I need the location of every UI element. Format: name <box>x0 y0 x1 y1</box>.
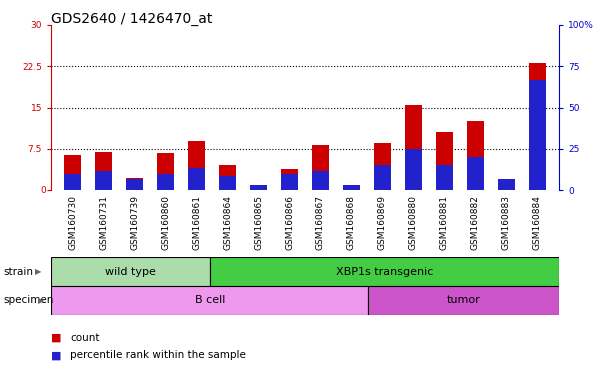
Bar <box>281 174 298 190</box>
Bar <box>374 165 391 190</box>
Bar <box>436 165 453 190</box>
Text: ■: ■ <box>51 333 61 343</box>
Bar <box>126 179 143 190</box>
Text: count: count <box>70 333 100 343</box>
Bar <box>467 157 484 190</box>
Text: GSM160881: GSM160881 <box>440 195 449 250</box>
Bar <box>126 178 143 190</box>
Text: GSM160861: GSM160861 <box>192 195 201 250</box>
Text: XBP1s transgenic: XBP1s transgenic <box>336 266 433 277</box>
Bar <box>95 152 112 190</box>
Text: wild type: wild type <box>105 266 156 277</box>
Text: GSM160865: GSM160865 <box>254 195 263 250</box>
Text: GSM160730: GSM160730 <box>69 195 78 250</box>
Bar <box>529 63 546 190</box>
Bar <box>157 174 174 190</box>
Bar <box>343 188 360 190</box>
Text: GSM160883: GSM160883 <box>502 195 511 250</box>
Text: GSM160867: GSM160867 <box>316 195 325 250</box>
Text: GSM160882: GSM160882 <box>471 195 480 250</box>
Text: strain: strain <box>3 266 33 277</box>
Bar <box>95 171 112 190</box>
Bar <box>51 286 368 315</box>
Text: specimen: specimen <box>3 295 53 306</box>
Text: tumor: tumor <box>447 295 481 306</box>
Bar <box>374 143 391 190</box>
Bar <box>51 257 210 286</box>
Bar <box>281 169 298 190</box>
Bar <box>312 171 329 190</box>
Bar <box>188 168 205 190</box>
Text: B cell: B cell <box>195 295 225 306</box>
Bar <box>250 185 267 190</box>
Bar <box>436 132 453 190</box>
Text: 0: 0 <box>40 185 46 195</box>
Text: GSM160868: GSM160868 <box>347 195 356 250</box>
Text: GSM160869: GSM160869 <box>378 195 387 250</box>
Text: GSM160739: GSM160739 <box>130 195 139 250</box>
Text: GSM160864: GSM160864 <box>223 195 232 250</box>
Bar <box>188 141 205 190</box>
Bar <box>64 174 81 190</box>
Text: GSM160866: GSM160866 <box>285 195 294 250</box>
Bar <box>219 165 236 190</box>
Text: ■: ■ <box>51 350 61 360</box>
Bar <box>498 180 515 190</box>
Text: GSM160860: GSM160860 <box>161 195 170 250</box>
Bar <box>529 80 546 190</box>
Text: GSM160731: GSM160731 <box>99 195 108 250</box>
Bar <box>157 153 174 190</box>
Bar <box>64 156 81 190</box>
Text: ▶: ▶ <box>38 296 44 305</box>
Bar <box>250 188 267 190</box>
Bar <box>210 257 559 286</box>
Bar <box>467 121 484 190</box>
Bar <box>219 176 236 190</box>
Text: percentile rank within the sample: percentile rank within the sample <box>70 350 246 360</box>
Bar <box>405 149 422 190</box>
Bar <box>343 185 360 190</box>
Bar <box>498 179 515 190</box>
Text: GSM160880: GSM160880 <box>409 195 418 250</box>
Bar <box>312 146 329 190</box>
Bar <box>368 286 559 315</box>
Text: ▶: ▶ <box>35 267 41 276</box>
Text: GDS2640 / 1426470_at: GDS2640 / 1426470_at <box>51 12 213 25</box>
Bar <box>405 105 422 190</box>
Text: GSM160884: GSM160884 <box>532 195 542 250</box>
